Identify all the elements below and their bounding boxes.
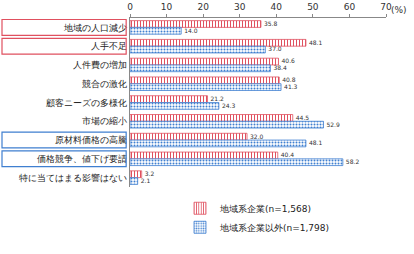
- svg-text:顧客ニーズの多様化: 顧客ニーズの多様化: [46, 98, 127, 108]
- svg-text:44.5: 44.5: [296, 114, 310, 121]
- svg-text:地域の人口減少: 地域の人口減少: [63, 23, 127, 33]
- svg-text:30: 30: [234, 2, 246, 12]
- svg-text:価格競争、値下げ要請: 価格競争、値下げ要請: [37, 154, 127, 164]
- svg-text:競合の激化: 競合の激化: [82, 79, 127, 89]
- svg-text:70: 70: [380, 2, 392, 12]
- svg-text:特に当てはまる影響はない: 特に当てはまる影響はない: [19, 173, 127, 183]
- svg-text:人件費の増加: 人件費の増加: [73, 60, 127, 70]
- svg-text:40.8: 40.8: [282, 76, 296, 83]
- svg-text:35.8: 35.8: [264, 20, 278, 27]
- svg-text:48.1: 48.1: [309, 39, 323, 46]
- svg-text:37.0: 37.0: [268, 45, 282, 52]
- svg-text:市場の縮小: 市場の縮小: [82, 116, 127, 126]
- svg-text:14.0: 14.0: [184, 27, 198, 34]
- svg-text:20: 20: [197, 2, 209, 12]
- svg-text:32.0: 32.0: [250, 133, 264, 140]
- svg-text:58.2: 58.2: [346, 158, 360, 165]
- svg-text:人手不足: 人手不足: [91, 41, 127, 51]
- svg-text:3.2: 3.2: [145, 170, 155, 177]
- svg-text:38.4: 38.4: [273, 64, 287, 71]
- svg-text:48.1: 48.1: [309, 139, 323, 146]
- svg-text:(%): (%): [391, 5, 407, 15]
- svg-text:40.6: 40.6: [281, 57, 295, 64]
- svg-text:50: 50: [307, 2, 319, 12]
- svg-text:52.9: 52.9: [326, 121, 340, 128]
- svg-text:24.3: 24.3: [222, 102, 236, 109]
- svg-text:21.2: 21.2: [211, 95, 225, 102]
- svg-text:地域系企業(n=1,568): 地域系企業(n=1,568): [219, 204, 311, 214]
- svg-text:40.4: 40.4: [281, 151, 295, 158]
- svg-text:0: 0: [127, 2, 133, 12]
- svg-text:40: 40: [271, 2, 283, 12]
- svg-text:地域系企業以外(n=1,798): 地域系企業以外(n=1,798): [219, 223, 329, 233]
- svg-text:原材料価格の高騰: 原材料価格の高騰: [55, 135, 127, 145]
- svg-text:41.3: 41.3: [284, 83, 298, 90]
- svg-text:2.1: 2.1: [141, 177, 151, 184]
- svg-text:10: 10: [161, 2, 173, 12]
- svg-text:60: 60: [344, 2, 356, 12]
